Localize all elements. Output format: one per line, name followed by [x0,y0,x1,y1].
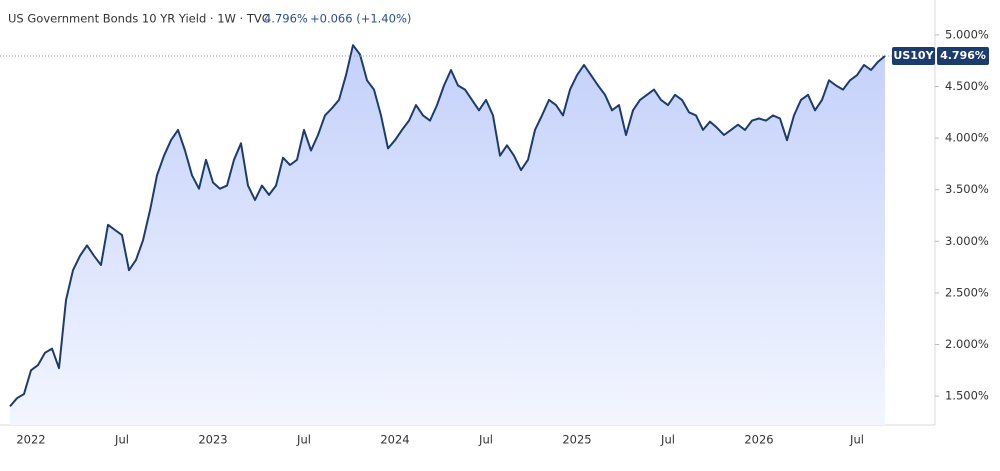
y-tick-label: 5.000% [945,27,989,41]
x-tick-label: 2022 [16,433,45,447]
chart-title: US Government Bonds 10 YR Yield · 1W · T… [8,12,270,26]
line [9,44,886,408]
x-tick-label: Jul [849,433,864,447]
symbol-tag [892,46,935,65]
price-tag [937,46,989,65]
price: 4.796% [264,12,308,26]
area [10,45,885,425]
y-tick-label: 1.500% [945,389,989,403]
y-tick-label: 2.500% [945,285,989,299]
x-tick-label: Jul [296,433,311,447]
x-tick-label: 2026 [744,433,773,447]
y-tick-label: 4.000% [945,131,989,145]
change: +0.066 (+1.40%) [310,12,411,26]
symbol-tag-label: US10Y [893,49,934,62]
price-tag-label: 4.796% [940,49,986,62]
x-tick-label: 2025 [562,433,591,447]
y-tick-label: 3.500% [945,182,989,196]
y-tick-label: 2.000% [945,337,989,351]
plot: US10Y 4.796% [0,44,989,425]
x-tick-label: 2024 [380,433,409,447]
y-tick-label: 4.500% [945,79,989,93]
x-tick-label: Jul [478,433,493,447]
x-tick-label: 2023 [198,433,227,447]
x-tick-label: Jul [660,433,675,447]
y-tick-label: 3.000% [945,234,989,248]
x-tick-label: Jul [114,433,129,447]
